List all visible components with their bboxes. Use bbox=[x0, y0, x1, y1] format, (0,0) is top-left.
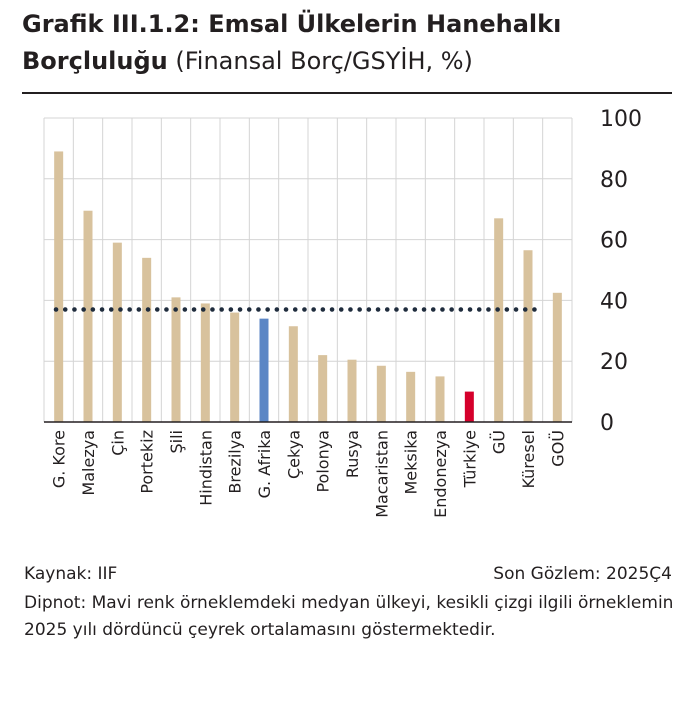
chart-subtitle: (Finansal Borç/GSYİH, %) bbox=[175, 47, 473, 75]
bar bbox=[523, 250, 533, 422]
footer-source-row: Kaynak: IIF Son Gözlem: 2025Ç4 bbox=[24, 562, 672, 586]
bar bbox=[259, 318, 269, 422]
x-tick-label: Çin bbox=[108, 430, 127, 456]
x-tick-label: Portekiz bbox=[138, 430, 157, 494]
x-tick-label: Rusya bbox=[343, 430, 362, 478]
y-tick-label: 0 bbox=[600, 411, 614, 436]
bar bbox=[318, 355, 328, 422]
x-tick-label: Çekya bbox=[284, 430, 303, 479]
y-tick-label: 60 bbox=[600, 229, 628, 254]
chart-title-main: Grafik III.1.2: Emsal Ülkelerin Hanehalk… bbox=[22, 10, 562, 75]
x-tick-label: Meksika bbox=[402, 430, 421, 494]
x-tick-label: GOÜ bbox=[548, 430, 567, 467]
bar bbox=[142, 257, 152, 422]
x-tick-label: G. Kore bbox=[50, 430, 69, 488]
bar bbox=[552, 292, 562, 422]
bar bbox=[54, 151, 64, 422]
x-tick-label: Brezilya bbox=[226, 430, 245, 494]
bar bbox=[464, 391, 474, 422]
bar bbox=[200, 303, 210, 422]
footnote-text: Dipnot: Mavi renk örneklemdeki medyan ül… bbox=[24, 593, 674, 640]
x-tick-label: Türkiye bbox=[460, 430, 479, 488]
bar bbox=[376, 365, 386, 422]
bar-chart: 0 20 40 60 80 100 G. Kore Malezya Çin Portekiz Şil… bbox=[43, 107, 642, 518]
y-tick-label: 80 bbox=[600, 168, 628, 193]
x-tick-label: Endonezya bbox=[431, 430, 450, 518]
y-tick-label: 20 bbox=[600, 350, 628, 375]
x-tick-label: Küresel bbox=[519, 430, 538, 489]
x-tick-label: Hindistan bbox=[196, 430, 215, 506]
source-text: Kaynak: IIF bbox=[24, 564, 118, 584]
x-tick-label: Malezya bbox=[79, 430, 98, 496]
bar bbox=[112, 242, 122, 422]
bar bbox=[406, 371, 416, 422]
y-tick-label: 100 bbox=[600, 107, 642, 132]
y-tick-label: 40 bbox=[600, 289, 628, 314]
bar bbox=[288, 326, 298, 422]
x-tick-label: Şili bbox=[167, 430, 186, 454]
chart-title: Grafik III.1.2: Emsal Ülkelerin Hanehalk… bbox=[22, 6, 682, 80]
x-tick-label: GÜ bbox=[490, 430, 509, 454]
bar bbox=[347, 359, 357, 422]
bar bbox=[494, 218, 504, 422]
x-tick-label: Macaristan bbox=[372, 430, 391, 518]
last-observation-text: Son Gözlem: 2025Ç4 bbox=[493, 564, 672, 584]
title-rule bbox=[22, 92, 672, 94]
bar bbox=[83, 210, 93, 422]
x-tick-label: G. Afrika bbox=[255, 430, 274, 498]
bar bbox=[171, 297, 181, 422]
bar bbox=[435, 376, 445, 422]
bar bbox=[230, 312, 240, 422]
x-tick-label: Polonya bbox=[314, 430, 333, 493]
